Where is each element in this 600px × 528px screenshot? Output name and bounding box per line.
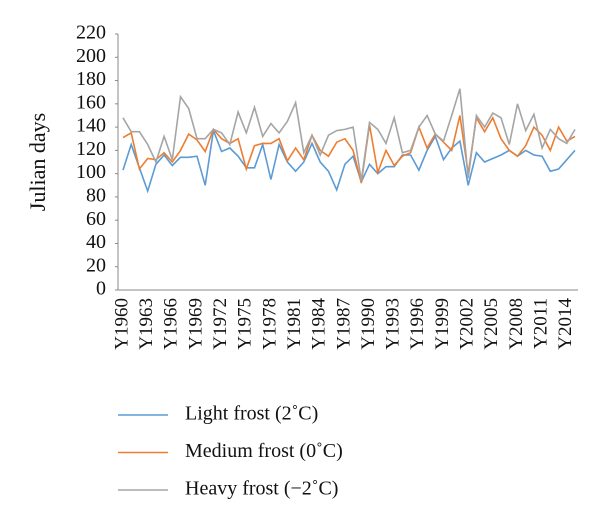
y-tick-label: 80 bbox=[86, 185, 106, 207]
x-tick-label: Y1993 bbox=[383, 298, 404, 350]
x-tick-label: Y1978 bbox=[259, 298, 280, 350]
x-tick-label: Y1966 bbox=[161, 298, 182, 350]
x-tick-label: Y1975 bbox=[235, 298, 256, 350]
x-tick-label: Y1996 bbox=[407, 298, 428, 350]
y-tick-label: 160 bbox=[76, 91, 106, 113]
x-tick-label: Y2008 bbox=[506, 298, 527, 350]
x-tick-label: Y1972 bbox=[210, 298, 231, 350]
y-tick-label: 140 bbox=[76, 115, 106, 137]
x-tick-label: Y1990 bbox=[358, 298, 379, 350]
x-tick-label: Y1963 bbox=[136, 298, 157, 350]
y-axis-label: Julian days bbox=[25, 113, 50, 211]
y-tick-label: 120 bbox=[76, 138, 106, 160]
x-tick-label: Y1981 bbox=[284, 298, 305, 350]
x-tick-label: Y1960 bbox=[111, 298, 132, 350]
y-tick-label: 180 bbox=[76, 68, 106, 90]
x-tick-label: Y2005 bbox=[481, 298, 502, 350]
y-tick-label: 220 bbox=[76, 22, 106, 44]
y-tick-label: 20 bbox=[86, 254, 106, 276]
x-tick-label: Y1969 bbox=[185, 298, 206, 350]
series-line bbox=[122, 88, 576, 181]
y-tick-label: 200 bbox=[76, 45, 106, 67]
y-tick-label: 60 bbox=[86, 208, 106, 230]
legend-label: Heavy frost (−2˚C) bbox=[185, 478, 338, 500]
x-tick-label: Y1987 bbox=[333, 298, 354, 350]
y-tick-label: 40 bbox=[86, 231, 106, 253]
series-line bbox=[122, 115, 576, 184]
x-tick-label: Y2002 bbox=[457, 298, 478, 350]
legend-label: Light frost (2˚C) bbox=[185, 403, 318, 425]
x-tick-label: Y2011 bbox=[530, 298, 551, 349]
series-line bbox=[122, 127, 576, 194]
x-tick-label: Y1999 bbox=[432, 298, 453, 350]
x-tick-label: Y2014 bbox=[555, 298, 576, 350]
y-tick-label: 0 bbox=[96, 278, 106, 300]
legend-label: Medium frost (0˚C) bbox=[185, 440, 343, 462]
y-tick-label: 100 bbox=[76, 161, 106, 183]
x-tick-label: Y1984 bbox=[309, 298, 330, 350]
